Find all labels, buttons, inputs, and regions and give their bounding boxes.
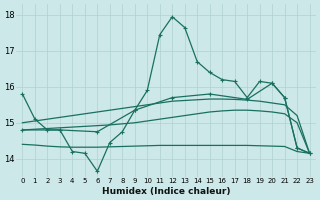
X-axis label: Humidex (Indice chaleur): Humidex (Indice chaleur) bbox=[102, 187, 230, 196]
